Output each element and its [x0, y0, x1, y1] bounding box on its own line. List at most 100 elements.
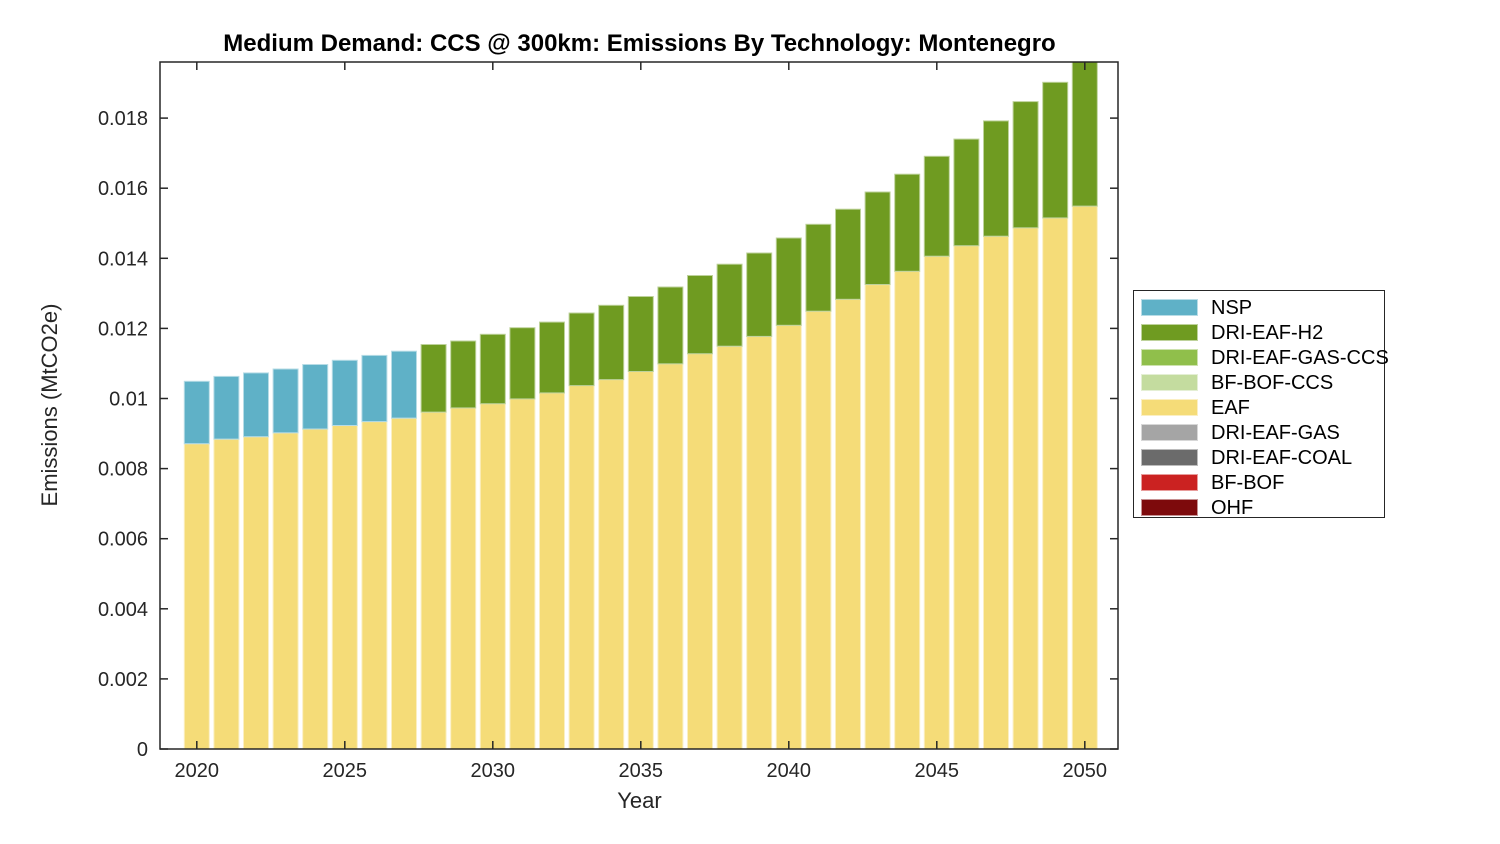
legend-item-label: EAF [1211, 396, 1250, 419]
bar-segment-2045-EAF [923, 255, 950, 750]
legend-swatch [1141, 474, 1198, 491]
legend-swatch [1141, 349, 1198, 366]
x-tick-label: 2035 [619, 760, 664, 782]
x-tick-label: 2040 [767, 760, 812, 782]
legend-item: BF-BOF-CCS [1141, 370, 1384, 395]
bar-segment-2047-EAF [983, 235, 1009, 750]
bar-segment-2027-NSP [391, 350, 417, 419]
bar-segment-2044-EAF [894, 270, 921, 750]
y-tick-label: 0.01 [109, 389, 148, 411]
x-tick-label: 2020 [175, 760, 220, 782]
y-tick-label: 0.002 [98, 669, 148, 691]
bar-segment-2032-DRI-EAF-H2 [539, 321, 565, 394]
legend-item-label: DRI-EAF-H2 [1211, 321, 1324, 344]
legend-item: OHF [1141, 495, 1384, 520]
bar-segment-2041-DRI-EAF-H2 [805, 223, 832, 312]
legend-swatch [1141, 424, 1198, 441]
bar-segment-2037-DRI-EAF-H2 [687, 275, 713, 355]
legend-item: BF-BOF [1141, 470, 1384, 495]
bar-segment-2049-DRI-EAF-H2 [1042, 81, 1069, 219]
legend-item: DRI-EAF-H2 [1141, 320, 1384, 345]
bar-segment-2047-DRI-EAF-H2 [983, 120, 1009, 237]
bar-segment-2024-EAF [302, 428, 329, 750]
bar-segment-2035-DRI-EAF-H2 [627, 296, 654, 372]
bar-segment-2050-EAF [1071, 205, 1098, 750]
bar-segment-2029-EAF [450, 407, 477, 750]
x-axis-label: Year [617, 788, 662, 813]
bar-segment-2046-DRI-EAF-H2 [953, 138, 980, 247]
bar-segment-2028-EAF [420, 411, 447, 750]
bar-segment-2031-DRI-EAF-H2 [509, 327, 536, 400]
legend-swatch [1141, 299, 1198, 316]
bar-segment-2034-DRI-EAF-H2 [598, 304, 625, 381]
bar-segment-2023-NSP [272, 368, 299, 434]
bar-segment-2045-DRI-EAF-H2 [923, 155, 950, 257]
legend-item: EAF [1141, 395, 1384, 420]
legend-swatch [1141, 449, 1198, 466]
y-tick-label: 0.016 [98, 178, 148, 200]
legend-item-label: OHF [1211, 496, 1254, 519]
bar-segment-2048-DRI-EAF-H2 [1012, 101, 1039, 229]
bar-segment-2033-EAF [568, 385, 595, 750]
y-axis-label: Emissions (MtCO2e) [37, 303, 62, 507]
bar-segment-2024-NSP [302, 364, 329, 430]
bar-segment-2027-EAF [391, 417, 417, 750]
bar-segment-2031-EAF [509, 398, 536, 750]
bar-segment-2026-EAF [361, 421, 388, 750]
legend-item-label: NSP [1211, 296, 1253, 319]
bar-segment-2048-EAF [1012, 227, 1039, 750]
bar-segment-2040-DRI-EAF-H2 [775, 237, 802, 326]
legend-swatch [1141, 499, 1198, 516]
bar-segment-2034-EAF [598, 379, 625, 750]
y-tick-label: 0.018 [98, 108, 148, 130]
legend-item: DRI-EAF-GAS-CCS [1141, 345, 1389, 370]
y-tick-label: 0.012 [98, 318, 148, 340]
legend-swatch [1141, 324, 1198, 341]
bar-segment-2021-NSP [213, 375, 240, 440]
bar-segment-2026-NSP [361, 354, 388, 423]
bar-segment-2020-NSP [183, 380, 210, 445]
legend: NSP DRI-EAF-H2 DRI-EAF-GAS-CCS BF-BOF-CCS EA… [1133, 290, 1389, 520]
bar-segment-2044-DRI-EAF-H2 [894, 173, 921, 272]
bar-segment-2035-EAF [627, 371, 654, 750]
bar-segment-2032-EAF [539, 392, 565, 750]
bar-segment-2022-EAF [243, 436, 269, 750]
x-tick-label: 2030 [471, 760, 516, 782]
bar-segment-2039-DRI-EAF-H2 [746, 252, 773, 337]
legend-item-label: BF-BOF [1211, 471, 1285, 494]
bar-segment-2023-EAF [272, 432, 299, 750]
bar-segment-2049-EAF [1042, 217, 1069, 750]
chart-title: Medium Demand: CCS @ 300km: Emissions By… [223, 30, 1056, 57]
bar-segment-2042-DRI-EAF-H2 [835, 208, 861, 300]
x-tick-label: 2045 [915, 760, 960, 782]
bar-segment-2033-DRI-EAF-H2 [568, 312, 595, 387]
legend-item: DRI-EAF-COAL [1141, 445, 1384, 470]
legend-swatch [1141, 374, 1198, 391]
bar-segment-2022-NSP [243, 372, 269, 438]
bar-segment-2038-EAF [716, 345, 743, 750]
bar-segment-2043-EAF [864, 284, 891, 750]
bar-segment-2050-DRI-EAF-H2 [1071, 61, 1098, 207]
bar-segment-2042-EAF [835, 298, 861, 750]
plot-box [159, 61, 1119, 750]
bar-segment-2028-DRI-EAF-H2 [420, 344, 447, 413]
legend-swatch [1141, 399, 1198, 416]
bar-segment-2036-DRI-EAF-H2 [657, 286, 684, 365]
bar-segment-2025-NSP [331, 359, 358, 426]
bar-segment-2039-EAF [746, 335, 773, 750]
bar-segment-2037-EAF [687, 353, 713, 750]
legend-item-label: DRI-EAF-GAS-CCS [1211, 346, 1389, 369]
bar-segment-2040-EAF [775, 324, 802, 750]
bar-segment-2020-EAF [183, 443, 210, 750]
bar-segment-2021-EAF [213, 438, 240, 750]
bar-segment-2038-DRI-EAF-H2 [716, 263, 743, 347]
legend-item-label: BF-BOF-CCS [1211, 371, 1334, 394]
y-tick-label: 0.004 [98, 599, 148, 621]
bar-segment-2043-DRI-EAF-H2 [864, 191, 891, 285]
y-tick-label: 0.006 [98, 529, 148, 551]
x-tick-label: 2050 [1063, 760, 1108, 782]
x-tick-label: 2025 [323, 760, 368, 782]
bar-segment-2036-EAF [657, 363, 684, 750]
